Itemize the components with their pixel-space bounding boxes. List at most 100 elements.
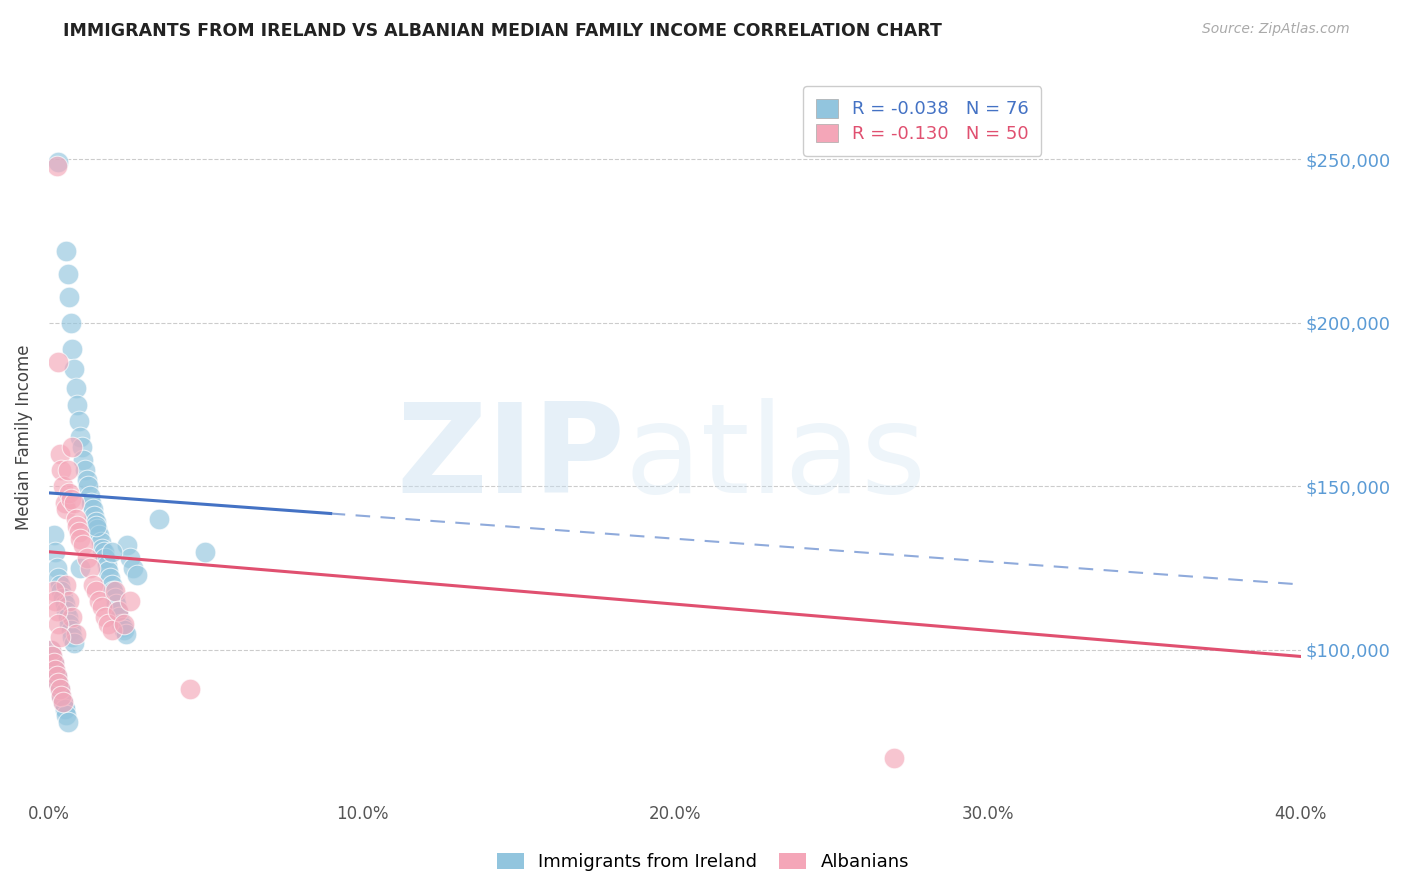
Point xyxy=(42,528,65,542)
Point xyxy=(67,414,90,428)
Point xyxy=(100,545,122,559)
Point xyxy=(63,496,86,510)
Point xyxy=(58,594,80,608)
Point xyxy=(65,626,87,640)
Point xyxy=(56,463,79,477)
Point xyxy=(69,532,91,546)
Point xyxy=(179,682,201,697)
Legend: R = -0.038   N = 76, R = -0.130   N = 50: R = -0.038 N = 76, R = -0.130 N = 50 xyxy=(803,87,1042,156)
Point xyxy=(51,584,73,599)
Point xyxy=(56,610,79,624)
Point xyxy=(63,636,86,650)
Point xyxy=(91,600,114,615)
Point xyxy=(59,316,82,330)
Point xyxy=(148,512,170,526)
Point xyxy=(82,577,104,591)
Point xyxy=(42,584,65,599)
Point xyxy=(100,577,122,591)
Point xyxy=(45,604,67,618)
Point xyxy=(194,545,217,559)
Text: IMMIGRANTS FROM IRELAND VS ALBANIAN MEDIAN FAMILY INCOME CORRELATION CHART: IMMIGRANTS FROM IRELAND VS ALBANIAN MEDI… xyxy=(63,22,942,40)
Point xyxy=(94,610,117,624)
Point xyxy=(80,496,103,510)
Point xyxy=(104,591,127,605)
Point xyxy=(111,620,134,634)
Point xyxy=(122,561,145,575)
Point xyxy=(55,502,77,516)
Point xyxy=(93,545,115,559)
Point xyxy=(51,689,73,703)
Point xyxy=(84,516,107,530)
Point xyxy=(83,508,105,523)
Point xyxy=(98,571,121,585)
Point xyxy=(59,624,82,638)
Point xyxy=(49,577,72,591)
Point xyxy=(41,649,63,664)
Point xyxy=(94,551,117,566)
Point xyxy=(51,689,73,703)
Point xyxy=(101,584,124,599)
Point xyxy=(86,522,108,536)
Point xyxy=(112,624,135,638)
Point xyxy=(49,682,72,697)
Point xyxy=(120,551,142,566)
Point xyxy=(77,479,100,493)
Point xyxy=(87,594,110,608)
Point xyxy=(87,528,110,542)
Point xyxy=(48,616,70,631)
Point xyxy=(97,565,120,579)
Point xyxy=(883,751,905,765)
Point xyxy=(79,561,101,575)
Point xyxy=(45,561,67,575)
Point xyxy=(55,604,77,618)
Point xyxy=(65,512,87,526)
Point xyxy=(53,702,76,716)
Point xyxy=(114,626,136,640)
Point xyxy=(48,675,70,690)
Point xyxy=(52,695,75,709)
Point xyxy=(62,610,84,624)
Point xyxy=(55,577,77,591)
Point xyxy=(49,630,72,644)
Point xyxy=(45,669,67,683)
Point xyxy=(39,643,62,657)
Point xyxy=(52,695,75,709)
Point xyxy=(73,463,96,477)
Point xyxy=(49,447,72,461)
Point xyxy=(63,361,86,376)
Point xyxy=(58,616,80,631)
Point xyxy=(42,656,65,670)
Point xyxy=(66,518,89,533)
Point xyxy=(52,479,75,493)
Point xyxy=(96,558,118,572)
Point xyxy=(120,594,142,608)
Point xyxy=(97,616,120,631)
Text: atlas: atlas xyxy=(624,399,927,519)
Point xyxy=(45,669,67,683)
Point xyxy=(58,290,80,304)
Point xyxy=(62,630,84,644)
Point xyxy=(55,244,77,258)
Point xyxy=(66,398,89,412)
Point xyxy=(44,663,66,677)
Point xyxy=(53,702,76,716)
Point xyxy=(62,440,84,454)
Point xyxy=(48,155,70,169)
Point xyxy=(62,342,84,356)
Point xyxy=(72,538,94,552)
Point xyxy=(82,502,104,516)
Point xyxy=(115,538,138,552)
Point xyxy=(44,663,66,677)
Point xyxy=(84,584,107,599)
Point xyxy=(112,616,135,631)
Point xyxy=(53,496,76,510)
Point xyxy=(100,624,122,638)
Point xyxy=(104,584,127,599)
Point xyxy=(59,492,82,507)
Legend: Immigrants from Ireland, Albanians: Immigrants from Ireland, Albanians xyxy=(489,846,917,879)
Point xyxy=(125,567,148,582)
Point xyxy=(44,545,66,559)
Point xyxy=(48,675,70,690)
Point xyxy=(39,643,62,657)
Point xyxy=(56,714,79,729)
